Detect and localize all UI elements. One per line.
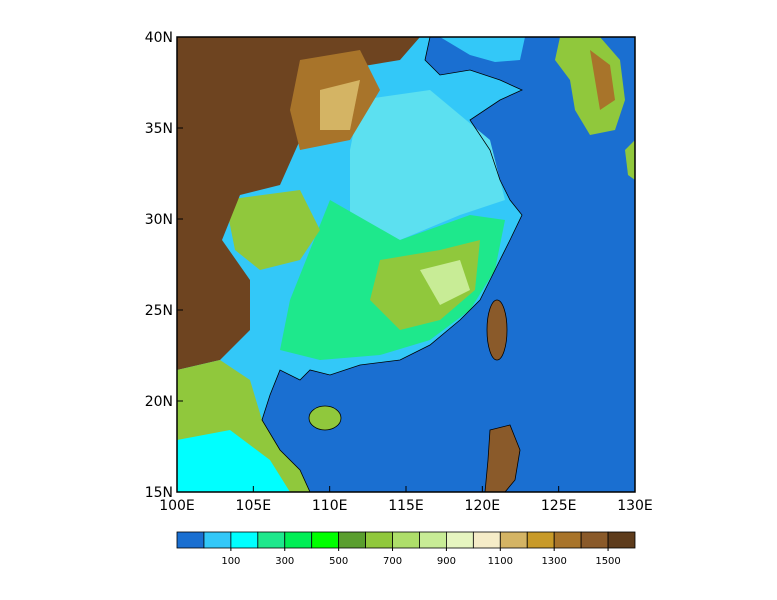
y-tick-label: 25N (145, 303, 173, 319)
color-box (526, 531, 555, 549)
korea (555, 37, 625, 135)
colorbar-label: 100 (221, 556, 240, 567)
color-box (472, 531, 501, 549)
terrain (177, 37, 635, 492)
color-box (284, 531, 313, 549)
axes: 100E 105E 110E 115E 120E 125E 130E 15N 20N 25N 30N… (145, 30, 653, 514)
x-tick-label: 115E (388, 498, 424, 514)
colorbar-label: 300 (275, 556, 294, 567)
colorbar: 100 300 500 700 900 1100 1300 1500 (176, 531, 636, 567)
liaodong (440, 37, 525, 62)
y-tick-label: 15N (145, 485, 173, 501)
color-box (446, 531, 474, 549)
color-box (203, 531, 232, 549)
japan (625, 140, 635, 180)
colorbar-label: 1100 (488, 556, 513, 567)
color-box (230, 531, 259, 549)
color-box (419, 531, 447, 549)
color-box (338, 531, 366, 549)
color-box (499, 531, 528, 549)
taiwan (486, 299, 508, 361)
colorbar-label: 900 (437, 556, 456, 567)
coastline (261, 37, 523, 492)
y-tick-label: 20N (145, 394, 173, 410)
hills-light (420, 260, 470, 305)
luzon (484, 424, 521, 492)
color-box (311, 531, 340, 549)
color-box (392, 531, 420, 549)
colorbar-label: 1500 (595, 556, 620, 567)
x-tick-label: 105E (236, 498, 272, 514)
x-tick-label: 100E (159, 498, 195, 514)
colorbar-label: 700 (383, 556, 402, 567)
y-tick-label: 35N (145, 121, 173, 137)
korea-high (590, 50, 615, 110)
color-box (607, 531, 636, 549)
y-tick-label: 30N (145, 212, 173, 228)
color-box (257, 531, 286, 549)
x-tick-label: 125E (541, 498, 577, 514)
indochina-low (177, 430, 290, 492)
colorbar-label: 500 (329, 556, 348, 567)
hainan (308, 405, 342, 431)
y-tick-label: 40N (145, 30, 173, 46)
x-tick-label: 120E (465, 498, 501, 514)
x-tick-label: 110E (312, 498, 348, 514)
plateau (177, 37, 420, 370)
loess-light (320, 80, 360, 130)
colorbar-label: 1300 (541, 556, 566, 567)
color-box (553, 531, 582, 549)
color-box (176, 531, 205, 549)
color-box (580, 531, 609, 549)
lowland (350, 90, 505, 240)
x-tick-label: 130E (617, 498, 653, 514)
sichuan (225, 190, 320, 270)
color-box (365, 531, 393, 549)
